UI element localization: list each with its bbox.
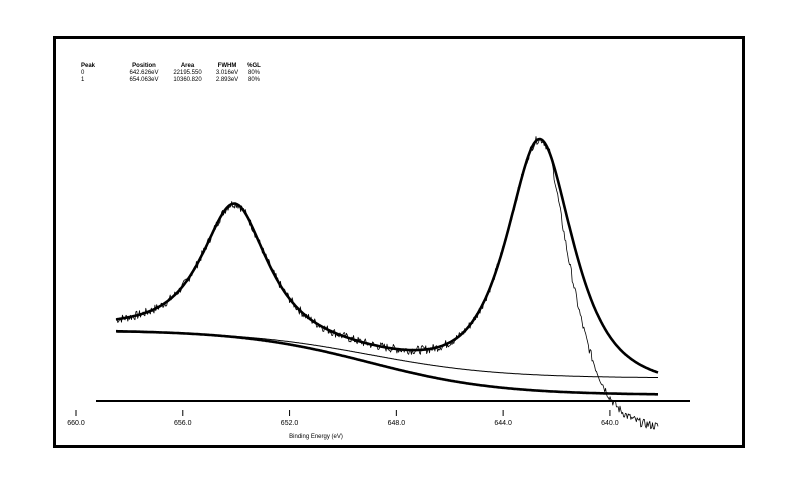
x-tick-label: 648.0 [388,420,406,427]
x-axis: 660.0 656.0 652.0 648.0 644.0 640.0 [67,400,690,427]
header-gl: %GL [247,63,261,69]
peak-gl: 80% [247,70,260,76]
x-tick-label: 640.0 [601,420,619,427]
raw-spectrum-line [115,136,659,430]
peak-envelope-line [115,137,659,374]
peak-fwhm: 2.893eV [215,77,239,83]
header-fwhm: FWHM [217,63,237,69]
table-row: 1 654.063eV 10360.820 2.893eV 80% [78,77,264,84]
peak-fwhm: 3.016eV [215,70,239,76]
x-tick-label: 652.0 [281,420,299,427]
spectrum-curves [115,136,659,430]
peak-table: Peak Position Area FWHM %GL 0 642.626eV … [78,63,264,84]
background-thin-line [116,331,658,378]
table-row: 0 642.626eV 22195.550 3.016eV 80% [78,70,264,77]
peak-area: 10360.820 [173,77,202,83]
header-peak: Peak [81,63,96,69]
background-line [115,329,659,396]
header-position: Position [132,63,156,69]
peak-area: 22195.550 [173,70,202,76]
x-tick-label: 644.0 [494,420,512,427]
peak-gl: 80% [247,77,260,83]
peak-id: 1 [81,77,85,83]
header-area: Area [180,63,195,69]
peak-position: 654.063eV [129,77,159,83]
x-tick-label: 660.0 [67,420,85,427]
plot-frame [53,36,745,448]
peak-id: 0 [81,70,85,76]
x-axis-title: Binding Energy (eV) [289,434,343,440]
x-tick-label: 656.0 [174,420,192,427]
peak-table-header: Peak Position Area FWHM %GL [78,63,264,70]
peak-position: 642.626eV [129,70,159,76]
